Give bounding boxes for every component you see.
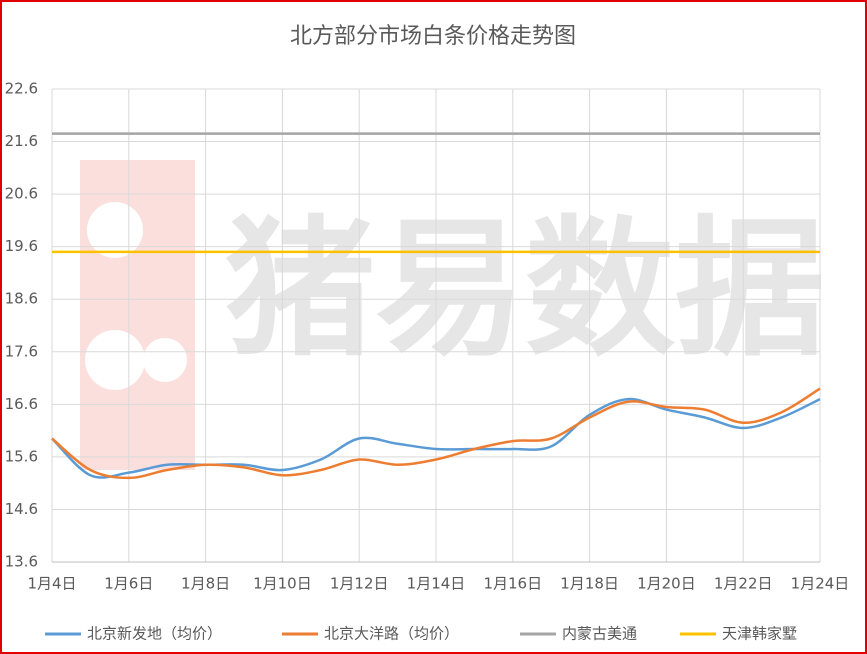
y-tick-label: 18.6 — [5, 290, 38, 308]
watermark: 猪易数据 — [225, 203, 825, 377]
chart-title: 北方部分市场白条价格走势图 — [290, 24, 576, 49]
y-tick-label: 14.6 — [5, 500, 38, 518]
y-tick-label: 19.6 — [5, 237, 38, 255]
y-tick-label: 15.6 — [5, 447, 38, 465]
x-tick-label: 1月6日 — [104, 575, 153, 593]
x-tick-label: 1月12日 — [330, 575, 389, 593]
y-tick-label: 21.6 — [5, 132, 38, 150]
legend-label: 北京大洋路（均价） — [324, 625, 459, 643]
series-line — [51, 387, 821, 480]
x-tick-label: 1月16日 — [483, 575, 542, 593]
y-tick-label: 16.6 — [5, 395, 38, 413]
legend-label: 北京新发地（均价） — [87, 625, 222, 643]
y-tick-label: 20.6 — [5, 185, 38, 203]
series-line — [51, 397, 821, 479]
legend-label: 内蒙古美通 — [562, 625, 637, 643]
x-tick-label: 1月10日 — [253, 575, 312, 593]
y-tick-label: 13.6 — [5, 553, 38, 571]
x-tick-label: 1月20日 — [637, 575, 696, 593]
x-tick-label: 1月8日 — [181, 575, 230, 593]
x-tick-label: 1月4日 — [27, 575, 76, 593]
x-tick-label: 1月24日 — [791, 575, 850, 593]
y-tick-label: 17.6 — [5, 342, 38, 360]
x-tick-label: 1月18日 — [560, 575, 619, 593]
x-tick-label: 1月22日 — [714, 575, 773, 593]
x-tick-label: 1月14日 — [407, 575, 466, 593]
logo — [80, 160, 195, 470]
y-tick-label: 22.6 — [5, 80, 38, 98]
legend-label: 天津韩家墅 — [722, 625, 797, 643]
